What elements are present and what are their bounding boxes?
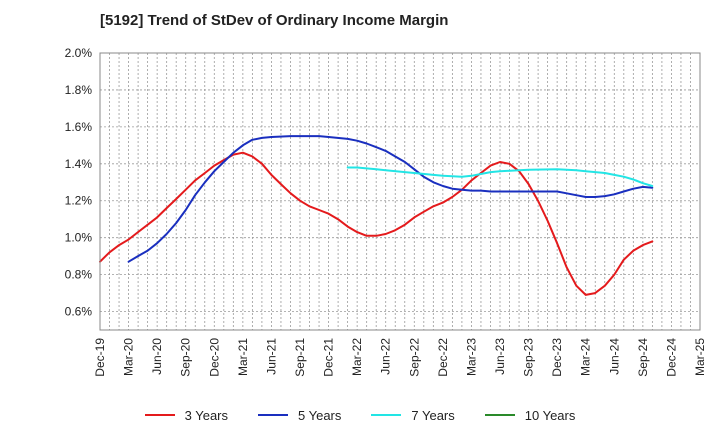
x-tick-label: Jun-22 [379, 338, 393, 375]
series-line-3-years [99, 151, 654, 296]
x-tick-label: Mar-21 [236, 338, 250, 376]
x-tick-label: Mar-23 [464, 338, 478, 376]
x-tick-label: Dec-20 [207, 338, 221, 377]
x-tick-label: Sep-21 [293, 338, 307, 377]
y-tick-label: 0.8% [65, 268, 93, 282]
legend-item-10-years: 10 Years [484, 404, 576, 426]
y-tick-label: 0.6% [65, 305, 93, 319]
x-tick-label: Mar-20 [122, 338, 136, 376]
x-tick-label: Sep-24 [636, 338, 650, 377]
x-tick-label: Jun-20 [150, 338, 164, 375]
legend-label-7-years: 7 Years [411, 407, 455, 423]
series-lines [99, 135, 654, 296]
y-tick-label: 1.8% [65, 83, 93, 97]
x-tick-label: Sep-23 [522, 338, 536, 377]
legend-label-3-years: 3 Years [184, 407, 228, 423]
grid-lines [100, 52, 700, 330]
series-line-5-years [127, 135, 654, 263]
x-tick-label: Jun-24 [607, 338, 621, 375]
x-tick-label: Sep-20 [179, 338, 193, 377]
x-tick-label: Jun-23 [493, 338, 507, 375]
chart-legend: 3 Years 5 Years 7 Years 10 Years [0, 404, 720, 426]
y-tick-label: 1.4% [65, 157, 93, 171]
legend-swatch-5-years [258, 414, 288, 416]
legend-item-3-years: 3 Years [144, 404, 228, 426]
legend-item-5-years: 5 Years [258, 404, 341, 426]
x-axis-tick-labels: Dec-19 Mar-20 Jun-20 Sep-20 Dec-20 Mar-21 Jun-… [93, 338, 707, 377]
plot-frame [99, 52, 701, 331]
x-tick-label: Dec-23 [550, 338, 564, 377]
x-tick-label: Mar-24 [579, 338, 593, 376]
x-tick-label: Jun-21 [264, 338, 278, 375]
y-tick-label: 1.0% [65, 231, 93, 245]
y-tick-label: 1.2% [65, 194, 93, 208]
y-tick-label: 1.6% [65, 120, 93, 134]
x-tick-label: Mar-22 [350, 338, 364, 376]
y-axis-tick-labels: 0.6% 0.8% 1.0% 1.2% 1.4% 1.6% 1.8% 2.0% [65, 46, 93, 319]
legend-label-5-years: 5 Years [298, 407, 342, 423]
x-tick-label: Dec-21 [322, 338, 336, 377]
legend-item-7-years: 7 Years [371, 404, 455, 426]
legend-swatch-3-years [144, 414, 175, 416]
legend-swatch-7-years [371, 414, 402, 416]
x-tick-label: Dec-19 [93, 338, 107, 377]
x-tick-label: Dec-24 [664, 338, 678, 377]
series-line-7-years [346, 166, 654, 187]
x-tick-label: Dec-22 [436, 338, 450, 377]
legend-swatch-10-years [484, 414, 515, 416]
x-tick-label: Mar-25 [693, 338, 707, 376]
legend-label-10-years: 10 Years [524, 407, 576, 423]
y-tick-label: 2.0% [65, 46, 93, 60]
x-tick-label: Sep-22 [407, 338, 421, 377]
chart-title: [5192] Trend of StDev of Ordinary Income… [100, 12, 449, 29]
